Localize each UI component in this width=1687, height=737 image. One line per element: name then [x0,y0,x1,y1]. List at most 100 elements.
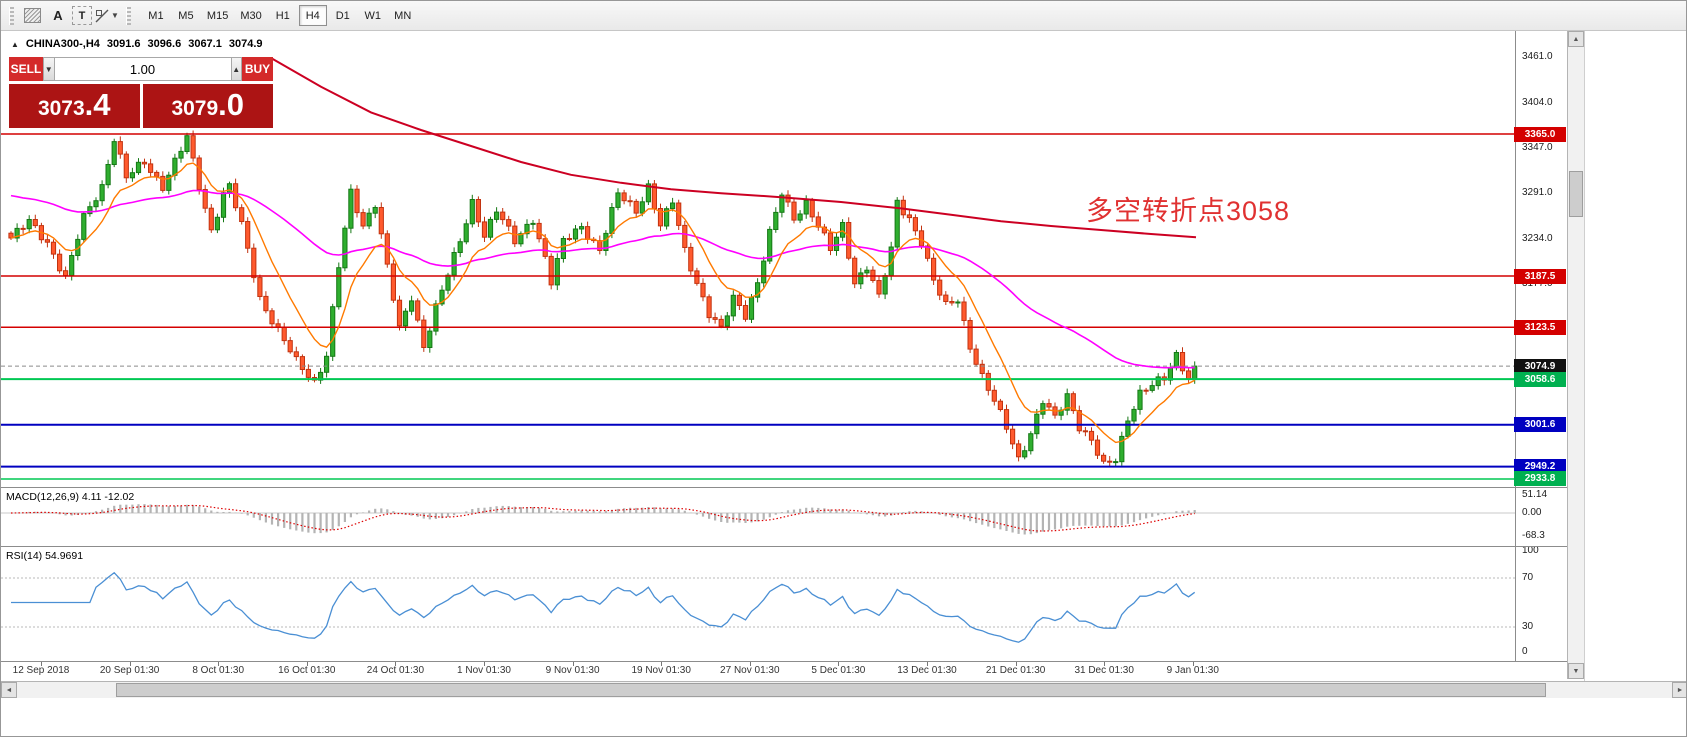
sell-price-frac: .4 [84,87,111,122]
time-tick-mark [484,662,485,666]
price-tick: 3177.0 [1522,278,1553,290]
chevron-down-icon: ▼ [111,11,119,20]
time-tick-mark [1015,662,1017,666]
timeframe-m15[interactable]: M15 [206,9,229,22]
buy-price-box[interactable]: 3079 .0 [142,84,273,128]
time-tick-mark [838,662,840,666]
toolbar: A T ▼ M1 M5 M15 M30 H1 H4 D1 W1 MN [1,1,1686,31]
price-badge: 3058.6 [1514,371,1566,387]
timeframe-w1[interactable]: W1 [364,9,381,22]
time-tick-mark [661,662,663,666]
timeframe-h1[interactable]: H1 [275,9,290,22]
timeframe-m5[interactable]: M5 [178,9,194,22]
scroll-left-arrow[interactable]: ◄ [1,682,17,698]
time-label: 5 Dec 01:30 [811,665,866,676]
sell-price-box[interactable]: 3073 .4 [9,84,140,128]
time-label: 24 Oct 01:30 [366,665,425,676]
candlestick-plot[interactable] [1,31,1515,487]
price-tick: 3234.0 [1522,232,1553,244]
horizontal-scrollbar[interactable]: ◄ ► [1,681,1686,698]
time-label: 9 Jan 01:30 [1166,665,1219,676]
time-label: 20 Sep 01:30 [99,665,160,676]
text-label-button[interactable]: A [53,8,63,23]
time-label: 12 Sep 2018 [12,665,70,676]
close-value: 3074.9 [228,38,263,50]
time-tick-mark [572,662,574,666]
shapes-dropdown-button[interactable]: ▼ [94,5,120,27]
shapes-icon [95,9,109,22]
timeframe-h4[interactable]: H4 [298,5,327,26]
time-tick-mark [1192,662,1194,666]
one-click-trading-widget: SELL ▼ ▲ BUY 3073 .4 3079 .0 [9,57,273,128]
lot-increase-button[interactable]: ▲ [230,57,242,81]
timeframe-m1[interactable]: M1 [148,9,164,22]
timeframe-m30[interactable]: M30 [240,9,262,22]
macd-axis-value: 0.00 [1522,507,1542,518]
time-label: 21 Dec 01:30 [985,665,1046,676]
lot-size-input[interactable] [54,57,231,81]
vertical-scrollbar[interactable]: ▲ ▼ [1567,31,1584,679]
chart-annotation-text: 多空转折点3058 [1086,196,1291,226]
scroll-up-arrow[interactable]: ▲ [1568,31,1584,47]
time-tick-mark [129,662,131,666]
rsi-label: RSI(14) 54.9691 [6,550,84,562]
time-label: 1 Nov 01:30 [457,665,511,676]
low-value: 3067.1 [188,38,222,50]
timeframe-group: M1 M5 M15 M30 H1 H4 D1 W1 MN [141,5,418,26]
rsi-plot[interactable] [1,547,1515,661]
price-tick: 3347.0 [1522,142,1553,154]
price-tick: 3404.0 [1522,96,1553,108]
macd-axis-value: -68.3 [1522,530,1545,542]
price-tick: 3461.0 [1522,51,1553,63]
time-label: 16 Oct 01:30 [278,665,336,676]
timeframe-d1[interactable]: D1 [335,9,350,22]
time-tick-mark [218,662,220,666]
time-label: 9 Nov 01:30 [545,665,600,676]
time-tick-mark [927,662,928,666]
price-badge: 2933.8 [1514,471,1566,487]
macd-axis-value: 51.14 [1522,489,1548,501]
macd-label: MACD(12,26,9) 4.11 -12.02 [6,491,135,503]
price-axis [1515,31,1567,661]
buy-price-frac: .0 [218,87,245,122]
ohlc-header: ▲ CHINA300-,H4 3091.6 3096.6 3067.1 3074… [11,38,263,50]
hatch-pattern-icon[interactable] [20,5,44,27]
high-value: 3096.6 [147,38,182,50]
timeframe-mn[interactable]: MN [394,9,412,22]
panel-resizer[interactable] [1,487,1584,488]
collapse-icon[interactable]: ▲ [11,39,19,49]
text-box-button[interactable]: T [72,6,92,25]
time-label: 13 Dec 01:30 [897,665,957,676]
buy-price-main: 3079 [171,97,219,120]
time-tick-mark [41,662,42,666]
macd-plot[interactable] [1,488,1515,546]
toolbar-grip[interactable] [125,6,131,25]
rsi-axis-value: 0 [1522,646,1528,657]
time-tick-mark [306,662,308,666]
price-badge: 3074.9 [1514,358,1566,374]
time-label: 8 Oct 01:30 [192,665,245,676]
time-tick-mark [395,662,397,666]
price-badge: 3365.0 [1514,126,1566,142]
price-tick: 3291.0 [1522,187,1553,199]
price-badge: 3123.5 [1514,319,1566,335]
toolbar-grip[interactable] [9,6,14,25]
panel-resizer[interactable] [1,546,1584,547]
window-filler [1584,31,1686,681]
horizontal-scroll-thumb[interactable] [116,683,1546,697]
lot-decrease-button[interactable]: ▼ [43,57,55,81]
symbol-period-label: CHINA300-,H4 [25,38,100,50]
sell-price-main: 3073 [37,97,85,120]
scroll-right-arrow[interactable]: ► [1672,682,1686,698]
vertical-scroll-thumb[interactable] [1569,171,1583,217]
price-badge: 3187.5 [1514,268,1566,284]
time-label: 27 Nov 01:30 [720,665,780,676]
sell-button[interactable]: SELL [9,57,43,81]
scroll-down-arrow[interactable]: ▼ [1568,663,1584,679]
rsi-axis-value: 70 [1522,572,1534,583]
price-badge: 2949.2 [1514,459,1566,475]
rsi-axis-value: 100 [1522,545,1539,556]
buy-button[interactable]: BUY [242,57,273,81]
time-tick-mark [749,662,751,666]
